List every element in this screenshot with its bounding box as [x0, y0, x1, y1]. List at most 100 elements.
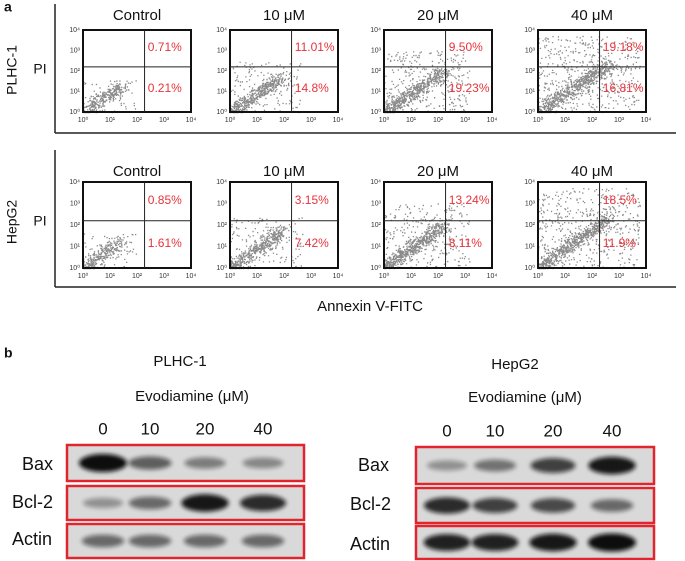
protein-label: Bax — [22, 454, 53, 474]
x-tick-label: 10¹ — [105, 117, 116, 124]
percentage: 13.24% — [449, 193, 490, 207]
dose-label: 40 — [254, 419, 273, 438]
blot-band — [423, 497, 471, 514]
x-tick-label: 10³ — [159, 117, 170, 124]
percentage: 9.50% — [449, 40, 483, 54]
y-tick-label: 10³ — [217, 200, 228, 207]
y-tick-label: 10² — [217, 222, 228, 229]
blot-band — [239, 494, 287, 512]
y-tick-label: 10⁴ — [216, 27, 227, 34]
x-tick-label: 10² — [279, 117, 290, 124]
x-tick-label: 10⁴ — [641, 273, 652, 280]
y-tick-label: 10⁴ — [216, 179, 227, 186]
x-tick-label: 10⁴ — [487, 273, 498, 280]
x-tick-label: 10⁰ — [225, 272, 236, 280]
blot-band — [529, 533, 577, 552]
dose-label: 20 — [196, 419, 215, 438]
y-tick-label: 10⁴ — [524, 27, 535, 34]
plot-box — [82, 181, 192, 269]
y-tick-label: 10¹ — [70, 243, 81, 250]
x-tick-label: 10⁰ — [78, 272, 89, 280]
blot-band — [241, 534, 285, 548]
x-tick-label: 10⁴ — [487, 117, 498, 124]
y-tick-label: 10¹ — [70, 88, 81, 95]
plot-box — [537, 181, 647, 269]
protein-label: Actin — [12, 529, 52, 549]
plot-title: Control — [113, 163, 161, 180]
y-tick-label: 10⁴ — [524, 179, 535, 186]
y-tick-label: 10² — [525, 222, 536, 229]
y-tick-label: 10⁰ — [69, 264, 80, 272]
blot-band — [426, 460, 468, 471]
plot-title: 40 μM — [571, 7, 613, 24]
y-tick-label: 10⁴ — [69, 179, 80, 186]
blot-frame — [414, 486, 656, 525]
blot-band — [588, 456, 636, 475]
y-tick-label: 10⁰ — [524, 108, 535, 116]
percentage: 7.42% — [295, 236, 329, 250]
blot-frame — [414, 524, 656, 561]
x-tick-label: 10⁰ — [379, 116, 390, 124]
scatter-dots — [384, 203, 471, 270]
x-tick-label: 10⁰ — [225, 116, 236, 124]
x-axis-label: Annexin V-FITC — [317, 298, 423, 315]
dose-label: 10 — [486, 421, 505, 440]
y-tick-label: 10⁰ — [216, 264, 227, 272]
x-tick-label: 10¹ — [252, 117, 263, 124]
scatter-dots — [538, 35, 641, 114]
percentage: 0.85% — [148, 193, 182, 207]
x-tick-label: 10² — [587, 117, 598, 124]
y-tick-label: 10³ — [525, 47, 536, 54]
blot-band — [128, 534, 172, 548]
y-tick-label: 10¹ — [525, 243, 536, 250]
plot-title: 40 μM — [571, 163, 613, 180]
y-tick-label: 10¹ — [371, 243, 382, 250]
percentage: 19.23% — [449, 81, 490, 95]
x-tick-label: 10³ — [159, 273, 170, 280]
protein-label: Bax — [358, 455, 389, 475]
x-tick-label: 10² — [587, 273, 598, 280]
y-tick-label: 10² — [70, 68, 81, 75]
blot-frame — [65, 443, 306, 483]
protein-label: Bcl-2 — [350, 494, 391, 514]
panel-label: b — [4, 345, 13, 361]
plot-box — [229, 29, 339, 113]
dose-label: 20 — [544, 421, 563, 440]
blot-frame — [65, 522, 306, 560]
percentage: 18.5% — [603, 193, 637, 207]
blot-band — [423, 534, 471, 551]
y-tick-label: 10⁴ — [370, 179, 381, 186]
plot-box — [383, 181, 493, 269]
blot-band — [181, 494, 229, 512]
blot-band — [81, 534, 125, 548]
blot-band — [588, 533, 636, 552]
percentage: 14.8% — [295, 81, 329, 95]
protein-label: Bcl-2 — [12, 492, 53, 512]
x-tick-label: 10³ — [460, 117, 471, 124]
y-tick-label: 10³ — [217, 47, 228, 54]
x-tick-label: 10¹ — [406, 117, 417, 124]
x-tick-label: 10² — [279, 273, 290, 280]
y-tick-label: 10³ — [70, 47, 81, 54]
y-axis-label: PI — [33, 213, 46, 229]
blot-frame — [414, 445, 656, 486]
y-tick-label: 10⁰ — [370, 264, 381, 272]
plot-box — [537, 29, 647, 113]
y-tick-label: 10¹ — [371, 88, 382, 95]
percentage: 3.15% — [295, 193, 329, 207]
blot-band — [471, 534, 519, 551]
y-tick-label: 10⁴ — [69, 27, 80, 34]
x-tick-label: 10² — [132, 117, 143, 124]
cell-line-title: HepG2 — [491, 356, 539, 373]
scatter-dots — [230, 61, 302, 114]
y-tick-label: 10² — [70, 222, 81, 229]
y-tick-label: 10¹ — [217, 243, 228, 250]
x-tick-label: 10⁰ — [533, 116, 544, 124]
blot-band — [79, 454, 127, 472]
blot-band — [530, 498, 576, 513]
blot-band — [82, 497, 124, 509]
x-tick-label: 10¹ — [560, 273, 571, 280]
x-tick-label: 10¹ — [252, 273, 263, 280]
x-tick-label: 10² — [433, 273, 444, 280]
